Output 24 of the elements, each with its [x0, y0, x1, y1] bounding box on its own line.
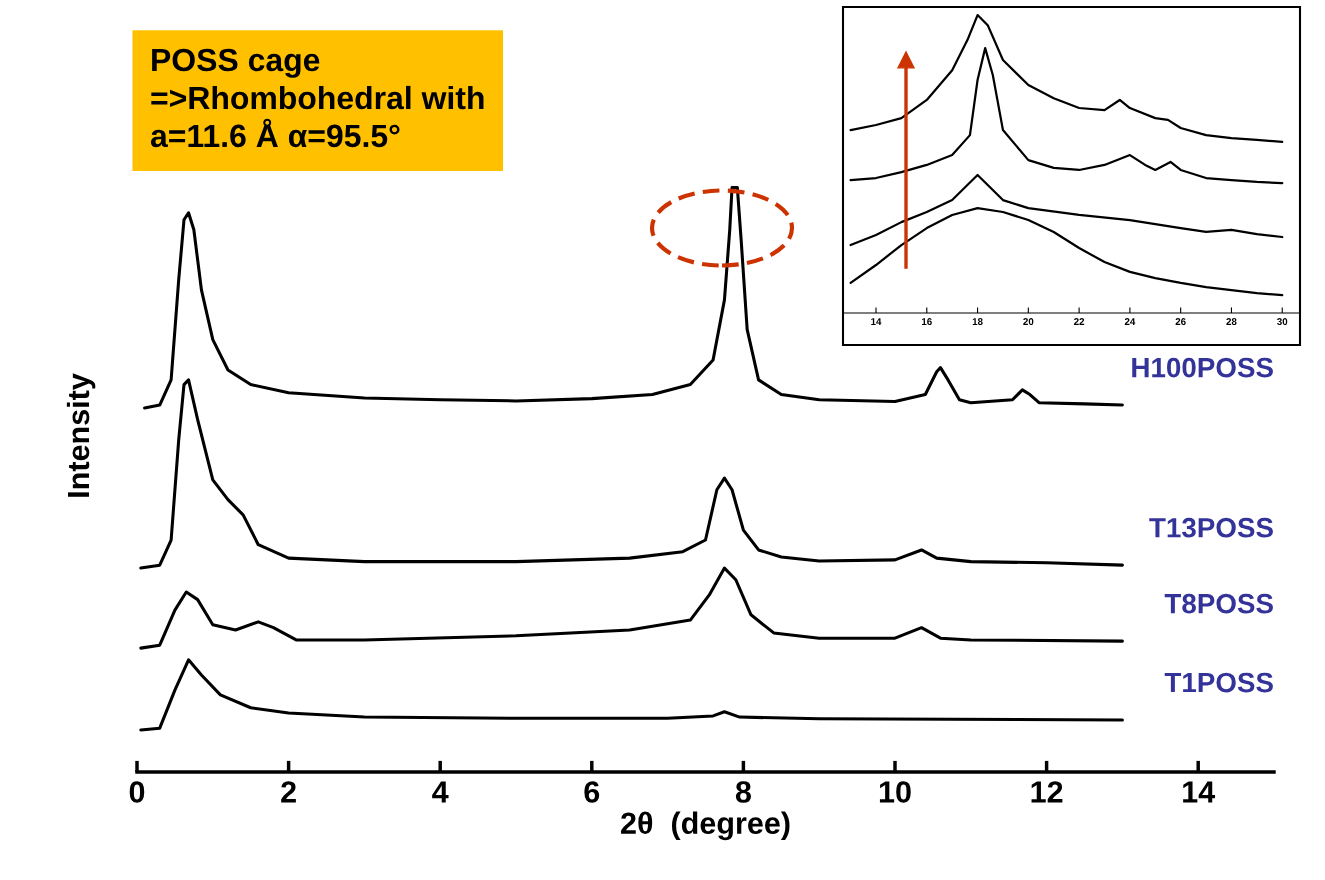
x-tick-label: 0: [129, 781, 145, 803]
x-axis-title: 2θ (degree): [621, 811, 790, 841]
x-tick-label: 8: [735, 781, 751, 803]
x-tick-label: 14: [871, 318, 882, 325]
x-tick-label: 24: [1124, 318, 1136, 325]
text: POSS cage =>Rhombohedral with a=11.6 Å α=95.5°: [150, 48, 484, 148]
series-label: H100POSS: [1132, 357, 1273, 378]
x-tick-label: 16: [921, 318, 932, 325]
series-label: T8POSS: [1164, 593, 1273, 614]
x-tick-label: 30: [1277, 318, 1288, 326]
series-label: T13POSS: [1149, 517, 1273, 538]
x-tick-label: 4: [432, 781, 449, 803]
x-tick-label: 12: [1031, 781, 1063, 803]
x-tick-label: 26: [1175, 318, 1186, 325]
x-tick-label: 28: [1226, 318, 1237, 325]
x-tick-label: 6: [584, 781, 600, 803]
x-tick-label: 10: [879, 781, 911, 803]
y-axis-title: Intensity: [66, 373, 96, 497]
x-tick-label: 18: [972, 318, 983, 325]
x-tick-label: 2: [281, 781, 296, 803]
x-tick-label: 20: [1023, 318, 1034, 325]
x-tick-label: 22: [1074, 318, 1085, 325]
x-tick-label: 14: [1183, 781, 1216, 803]
series-label: T1POSS: [1164, 672, 1273, 693]
